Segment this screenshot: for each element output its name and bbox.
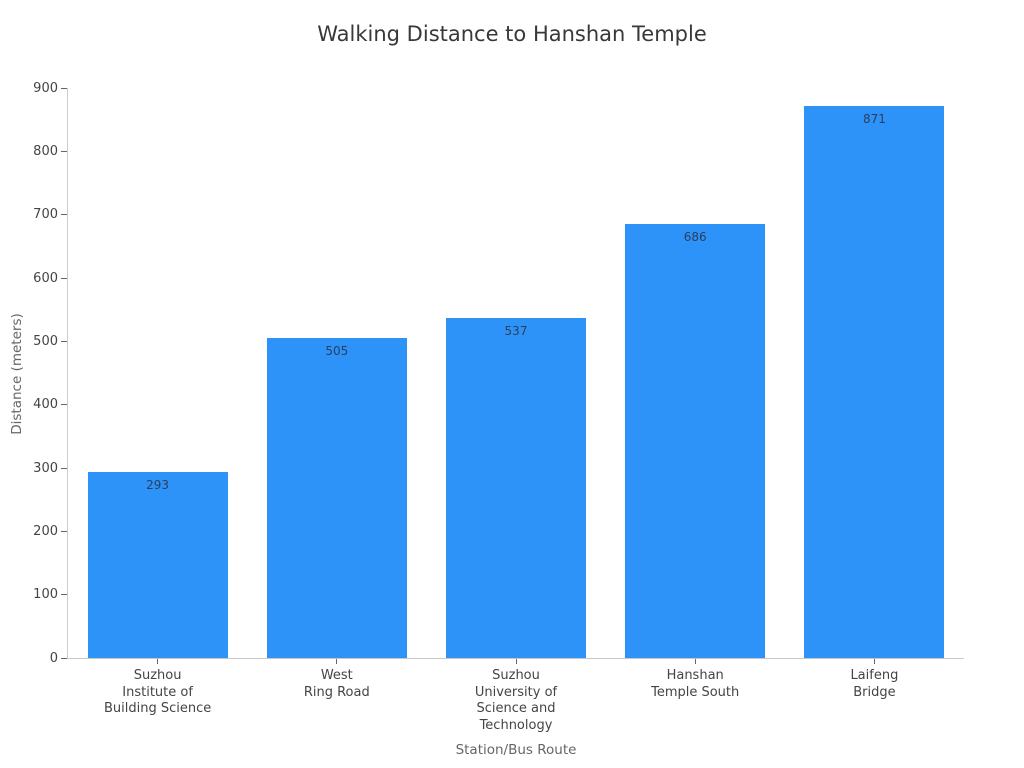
x-tick-mark [694, 659, 696, 664]
y-tick-mark [61, 530, 67, 532]
y-tick-label: 800 [33, 143, 58, 159]
y-tick-label: 0 [49, 650, 58, 666]
x-tick-mark [515, 659, 517, 664]
bar-value-label: 537 [504, 323, 528, 338]
bar-value-label: 293 [146, 478, 170, 493]
bar-value-label: 871 [862, 112, 886, 127]
chart-title: Walking Distance to Hanshan Temple [317, 22, 707, 46]
y-tick-mark [61, 594, 67, 596]
x-category-label: Suzhou Institute of Building Science [103, 668, 212, 716]
x-tick-mark [157, 659, 159, 664]
bar-value-label: 505 [325, 344, 349, 359]
x-category-label: Suzhou University of Science and Technol… [474, 668, 558, 733]
x-category-label: Hanshan Temple South [651, 668, 740, 700]
x-tick-mark [873, 659, 875, 664]
y-tick-mark [61, 340, 67, 342]
x-category-label: West Ring Road [303, 668, 370, 700]
bar [446, 317, 586, 658]
y-tick-mark [61, 404, 67, 406]
y-tick-label: 200 [33, 523, 58, 539]
x-axis-line [67, 658, 964, 659]
y-axis-title: Distance (meters) [9, 313, 25, 435]
y-tick-mark [61, 467, 67, 469]
y-tick-mark [61, 657, 67, 659]
y-tick-label: 600 [33, 270, 58, 286]
y-tick-label: 400 [33, 397, 58, 413]
y-tick-mark [61, 87, 67, 89]
y-tick-label: 700 [33, 207, 58, 223]
y-tick-label: 500 [33, 333, 58, 349]
plot-area: 0 100 200 300 400 500 600 700 800 900 293 Suzhou In… [33, 82, 964, 733]
bar [804, 106, 945, 658]
y-tick-label: 100 [33, 587, 58, 603]
x-tick-mark [336, 659, 338, 664]
y-tick-mark [61, 277, 67, 279]
y-axis-line [67, 88, 68, 659]
bar [266, 338, 407, 658]
bar [87, 472, 228, 658]
y-tick-mark [61, 150, 67, 152]
y-tick-label: 300 [33, 460, 58, 476]
bar [625, 223, 766, 658]
bar-value-label: 686 [683, 229, 707, 244]
y-tick-mark [61, 214, 67, 216]
x-axis-title: Station/Bus Route [455, 742, 577, 758]
y-tick-label: 900 [33, 80, 58, 96]
x-category-label: Laifeng Bridge [850, 668, 899, 700]
